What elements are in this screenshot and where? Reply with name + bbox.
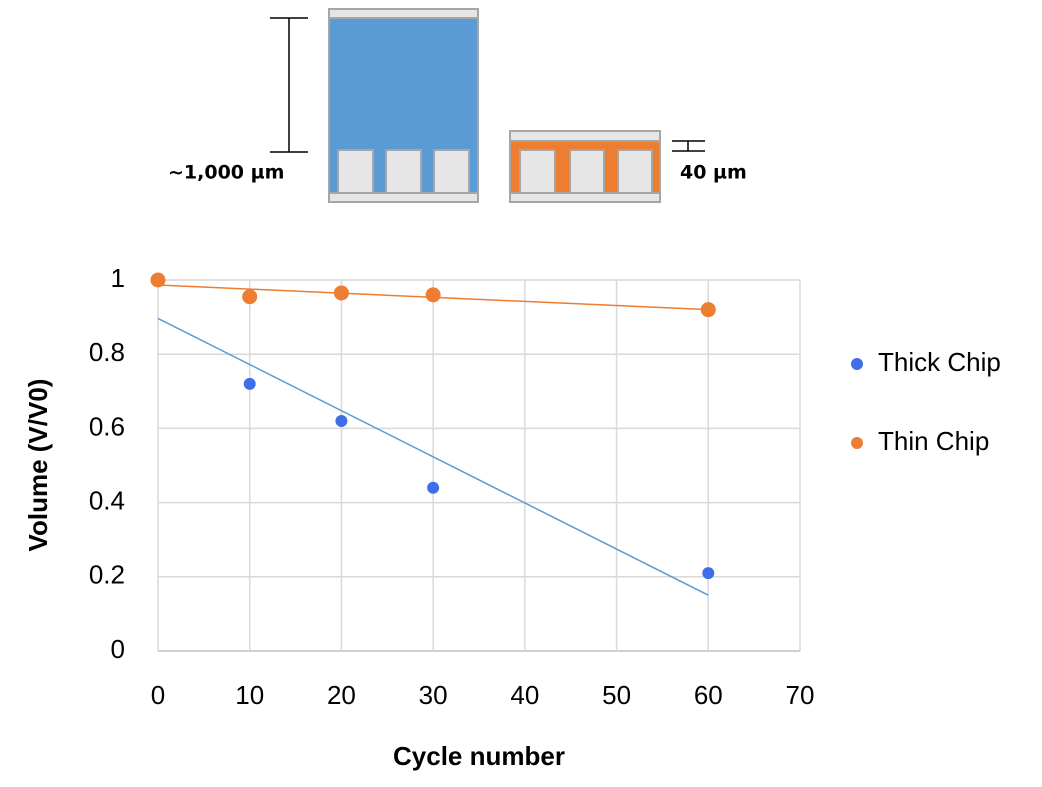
- thin-label: 40 µm: [680, 162, 747, 184]
- data-point: [243, 377, 256, 390]
- y-tick-label: 0.4: [89, 485, 125, 515]
- data-point: [335, 414, 348, 427]
- x-tick-label: 40: [510, 680, 539, 710]
- y-tick-label: 0.2: [89, 560, 125, 590]
- data-point: [333, 285, 349, 301]
- data-point: [700, 302, 716, 318]
- pillar: [519, 149, 556, 194]
- y-tick-label: 0.6: [89, 411, 125, 441]
- x-tick-label: 60: [694, 680, 723, 710]
- thick-label: ~1,000 µm: [168, 162, 284, 184]
- y-tick-label: 0: [111, 634, 125, 664]
- pillar: [617, 149, 653, 194]
- y-axis-label: Volume (V/V0): [23, 379, 53, 552]
- top-layer: [328, 8, 479, 19]
- x-tick-label: 20: [327, 680, 356, 710]
- data-point: [150, 272, 166, 288]
- bottom-layer: [509, 192, 661, 203]
- x-axis-label: Cycle number: [393, 741, 565, 771]
- pillar: [569, 149, 605, 194]
- x-tick-label: 10: [235, 680, 264, 710]
- data-point: [425, 287, 441, 303]
- x-tick-label: 70: [786, 680, 815, 710]
- trendline: [157, 317, 709, 596]
- data-point: [702, 567, 715, 580]
- scale-bar: [270, 17, 705, 153]
- y-tick-label: 1: [111, 263, 125, 293]
- legend-label: Thin Chip: [878, 426, 989, 456]
- legend-label: Thick Chip: [878, 347, 1001, 377]
- legend-marker: [851, 358, 863, 370]
- x-tick-label: 30: [419, 680, 448, 710]
- legend-marker: [851, 437, 863, 449]
- x-tick-label: 0: [151, 680, 165, 710]
- data-point: [427, 481, 440, 494]
- chip-diagram: ~1,000 µm 40 µm: [168, 8, 747, 203]
- pillar: [337, 149, 374, 194]
- y-tick-label: 0.8: [89, 337, 125, 367]
- bottom-layer: [328, 192, 479, 203]
- pillar: [433, 149, 470, 194]
- top-layer: [509, 130, 661, 142]
- data-point: [242, 289, 258, 305]
- x-tick-label: 50: [602, 680, 631, 710]
- pillar: [385, 149, 422, 194]
